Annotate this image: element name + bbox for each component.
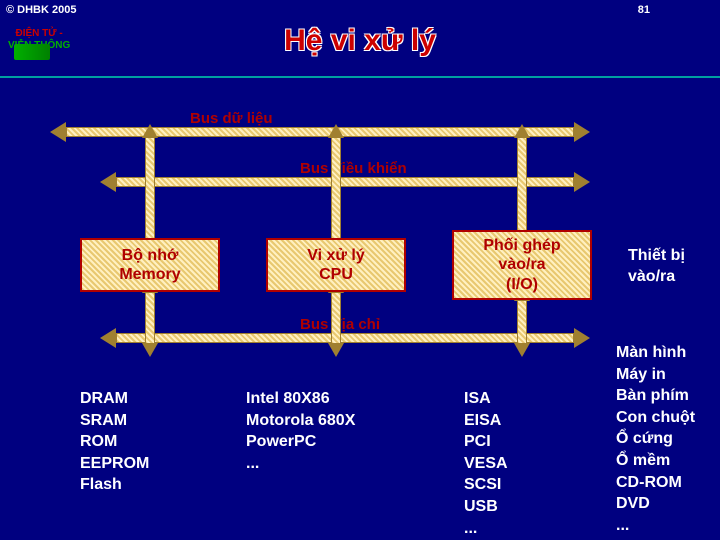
list-item: EISA <box>464 410 508 432</box>
address-bus-arrow-right <box>574 328 590 348</box>
list-item: EEPROM <box>80 453 149 475</box>
memory-line2: Memory <box>119 266 180 283</box>
io-box: Phối ghép vào/ra (I/O) <box>452 230 592 300</box>
list-item: Flash <box>80 474 149 496</box>
cpu-conn-bot <box>331 292 341 344</box>
cpu-line1: Vi xử lý <box>307 247 365 264</box>
list-item: DVD <box>616 493 695 515</box>
list-item: ROM <box>80 431 149 453</box>
cpu-list: Intel 80X86Motorola 680XPowerPC... <box>246 388 355 474</box>
control-bus-label: Bus điều khiển <box>300 160 407 177</box>
io-line1: Phối ghép <box>483 237 560 254</box>
data-bus-arrow-left <box>50 122 66 142</box>
list-item: PowerPC <box>246 431 355 453</box>
list-item: ... <box>464 518 508 540</box>
data-bus-arrow-right <box>574 122 590 142</box>
io-conn-top-arrow-u <box>514 124 530 138</box>
devices-list: Màn hìnhMáy inBàn phímCon chuộtỔ cứngỔ m… <box>616 342 695 536</box>
copyright-text: © DHBK 2005 <box>6 4 76 16</box>
io-conn-top <box>517 137 527 230</box>
list-item: DRAM <box>80 388 149 410</box>
mem-conn-top <box>145 137 155 238</box>
list-item: ... <box>246 453 355 475</box>
io-list: ISAEISAPCIVESASCSIUSB... <box>464 388 508 539</box>
cpu-conn-top <box>331 137 341 238</box>
cpu-conn-top-arrow-u <box>328 124 344 138</box>
slide-header: © DHBK 2005 81 ĐIỆN TỬ - VIỄN THÔNG Hệ v… <box>0 0 720 78</box>
mem-conn-bot-arrow-d <box>142 343 158 357</box>
io-conn-bot-arrow-d <box>514 343 530 357</box>
cpu-box: Vi xử lý CPU <box>266 238 406 292</box>
memory-box: Bộ nhớ Memory <box>80 238 220 292</box>
list-item: SRAM <box>80 410 149 432</box>
devices-label-2: vào/ra <box>628 268 675 285</box>
page-number: 81 <box>638 4 650 16</box>
list-item: ... <box>616 515 695 537</box>
list-item: Intel 80X86 <box>246 388 355 410</box>
list-item: Bàn phím <box>616 385 695 407</box>
microprocessor-diagram: Bus dữ liệu Bus điều khiển Bus địa chỉ B… <box>0 78 720 540</box>
list-item: USB <box>464 496 508 518</box>
list-item: ISA <box>464 388 508 410</box>
list-item: Máy in <box>616 364 695 386</box>
mem-conn-top-arrow-u <box>142 124 158 138</box>
io-conn-bot <box>517 300 527 344</box>
list-item: Motorola 680X <box>246 410 355 432</box>
memory-line1: Bộ nhớ <box>122 247 179 264</box>
list-item: CD-ROM <box>616 472 695 494</box>
data-bus-label: Bus dữ liệu <box>190 110 273 127</box>
io-line3: (I/O) <box>506 276 538 293</box>
cpu-conn-bot-arrow-d <box>328 343 344 357</box>
list-item: Màn hình <box>616 342 695 364</box>
control-bus <box>116 177 574 187</box>
control-bus-arrow-left <box>100 172 116 192</box>
list-item: Con chuột <box>616 407 695 429</box>
address-bus <box>116 333 574 343</box>
list-item: VESA <box>464 453 508 475</box>
list-item: SCSI <box>464 474 508 496</box>
io-line2: vào/ra <box>498 256 545 273</box>
list-item: PCI <box>464 431 508 453</box>
devices-label: Thiết bị vào/ra <box>628 246 685 288</box>
cpu-line2: CPU <box>319 266 353 283</box>
list-item: Ổ mềm <box>616 450 695 472</box>
slide-title: Hệ vi xử lý <box>0 24 720 58</box>
mem-conn-bot <box>145 292 155 344</box>
control-bus-arrow-right <box>574 172 590 192</box>
memory-list: DRAMSRAMROMEEPROMFlash <box>80 388 149 496</box>
list-item: Ổ cứng <box>616 428 695 450</box>
devices-label-1: Thiết bị <box>628 247 685 264</box>
address-bus-arrow-left <box>100 328 116 348</box>
